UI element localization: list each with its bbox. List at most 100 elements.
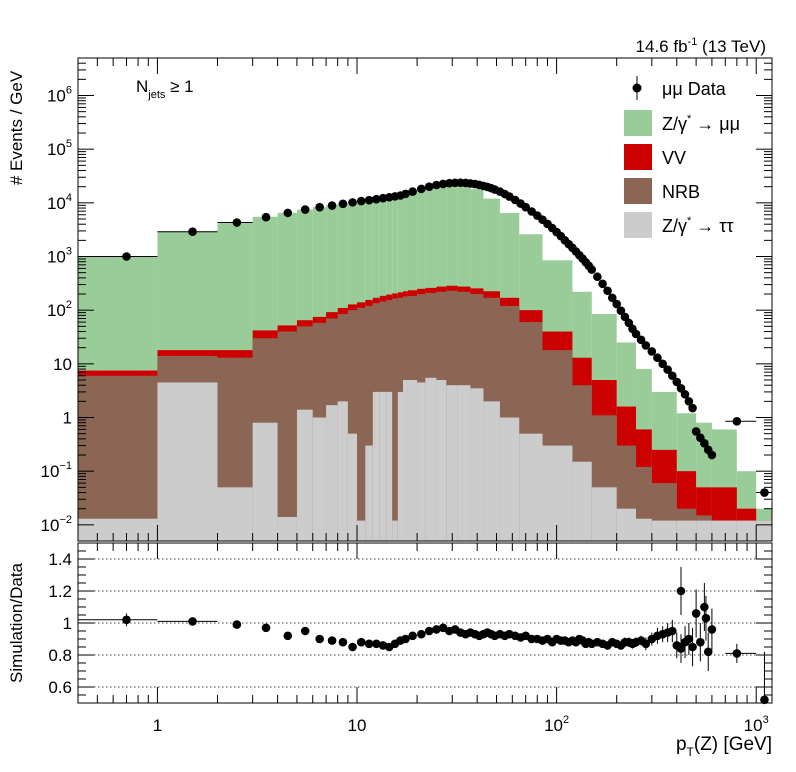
legend-swatch-vv: [624, 144, 652, 170]
data-point: [261, 212, 271, 222]
ratio-y-tick-label: 0.6: [48, 678, 72, 697]
data-point: [663, 365, 672, 374]
x-axis-label: pT(Z) [GeV]: [676, 734, 772, 759]
legend: μμ Data Z/γ* → μμ VV NRB Z/γ* → ττ: [624, 76, 740, 238]
data-point: [338, 199, 348, 209]
ratio-y-tick-label: 1.2: [48, 582, 72, 601]
main-y-tick-label: 10−2: [41, 514, 72, 535]
data-point: [372, 194, 381, 204]
data-point: [348, 198, 357, 207]
ratio-point: [691, 609, 701, 618]
bar-z-tautau: [157, 382, 218, 541]
ratio-point: [232, 620, 242, 629]
data-point: [598, 279, 607, 289]
ratio-x-axis: 1 10 102 103: [96, 543, 769, 735]
data-point: [315, 202, 324, 212]
bar-z-tautau: [337, 401, 348, 541]
main-y-tick-label: 103: [47, 246, 72, 267]
x-tick-label: 102: [544, 714, 569, 735]
data-point: [432, 180, 441, 190]
legend-entry-nrb: NRB: [624, 178, 700, 204]
data-point: [408, 187, 417, 196]
bar-z-tautau: [326, 405, 338, 541]
ratio-point: [760, 695, 769, 705]
main-y-tick-label: 105: [47, 138, 72, 159]
ratio-panel: 0.60.811.21.4 1 10 102 103 Simulation/Data …: [7, 542, 773, 759]
legend-data-marker: [632, 83, 642, 93]
ratio-y-tick-label: 0.8: [48, 646, 72, 665]
bar-nrb: [365, 305, 373, 541]
bar-z-tautau: [616, 508, 637, 541]
data-point: [707, 450, 717, 460]
data-point: [401, 189, 410, 199]
bar-z-tautau: [483, 401, 500, 541]
bar-z-tautau: [277, 517, 297, 541]
legend-swatch-z-mumu: [624, 110, 652, 136]
bar-z-tautau: [519, 433, 543, 541]
ratio-point: [401, 634, 410, 644]
data-point: [587, 265, 597, 274]
main-y-axis-label: # Events / GeV: [7, 70, 26, 185]
ratio-point: [684, 634, 694, 644]
ratio-point: [315, 634, 324, 644]
bar-z-tautau: [425, 377, 437, 541]
bar-z-tautau: [403, 380, 408, 541]
ratio-point: [417, 629, 426, 639]
bar-z-tautau: [312, 417, 327, 541]
bar-z-tautau: [252, 422, 278, 541]
bar-z-tautau: [736, 520, 757, 541]
main-panel: 10−2 10−1 1 10 102 103 104 105 106 Njets ≥ 1 # E…: [7, 57, 773, 542]
ratio-point: [707, 625, 717, 634]
bar-z-tautau: [636, 518, 652, 541]
data-point: [680, 390, 690, 399]
data-point: [653, 353, 662, 363]
legend-label-z-tautau: Z/γ* → ττ: [662, 215, 734, 236]
data-point: [283, 208, 293, 218]
data-point: [417, 184, 426, 194]
ratio-point: [261, 623, 271, 633]
data-point: [691, 427, 701, 436]
data-point: [356, 196, 366, 206]
bar-z-tautau: [347, 433, 358, 541]
data-points: [78, 178, 772, 497]
bar-z-tautau: [417, 382, 426, 541]
data-point: [672, 377, 682, 387]
ratio-y-axis: 0.6 0.8 1 1.2 1.4: [48, 550, 772, 697]
bar-z-tautau: [397, 391, 404, 541]
data-point: [593, 272, 602, 282]
data-point: [676, 384, 686, 393]
legend-label-data: μμ Data: [662, 79, 727, 99]
x-tick-label: 1: [153, 716, 162, 735]
ratio-point: [356, 637, 366, 647]
ratio-point: [348, 642, 357, 652]
bar-z-tautau: [78, 518, 158, 541]
data-point: [327, 201, 337, 210]
bar-z-tautau: [386, 391, 393, 541]
bar-z-tautau: [436, 380, 447, 541]
njets-annotation: Njets ≥ 1: [136, 77, 194, 101]
main-y-tick-label: 104: [47, 192, 72, 213]
bar-z-tautau: [591, 487, 617, 541]
x-tick-label: 10: [348, 716, 367, 735]
bar-z-tautau: [446, 385, 458, 541]
ratio-y-tick-label: 1: [63, 614, 72, 633]
legend-entry-data: μμ Data: [632, 76, 727, 100]
data-point: [616, 306, 626, 315]
bar-z-tautau: [572, 461, 592, 541]
ratio-point: [676, 586, 686, 596]
main-y-tick-label: 102: [47, 299, 72, 320]
main-y-tick-label: 10: [53, 355, 72, 374]
bar-z-tautau: [676, 520, 697, 541]
main-y-tick-label: 106: [47, 85, 72, 106]
data-point: [688, 403, 697, 413]
data-point: [607, 293, 617, 303]
bar-z-tautau: [407, 380, 418, 541]
data-point: [122, 252, 131, 261]
luminosity-label: 14.6 fb-1 (13 TeV): [636, 36, 766, 56]
legend-swatch-z-tautau: [624, 212, 652, 238]
legend-label-vv: VV: [662, 148, 686, 168]
ratio-point: [364, 639, 374, 649]
legend-entry-z-tautau: Z/γ* → ττ: [624, 212, 734, 238]
legend-swatch-nrb: [624, 178, 652, 204]
